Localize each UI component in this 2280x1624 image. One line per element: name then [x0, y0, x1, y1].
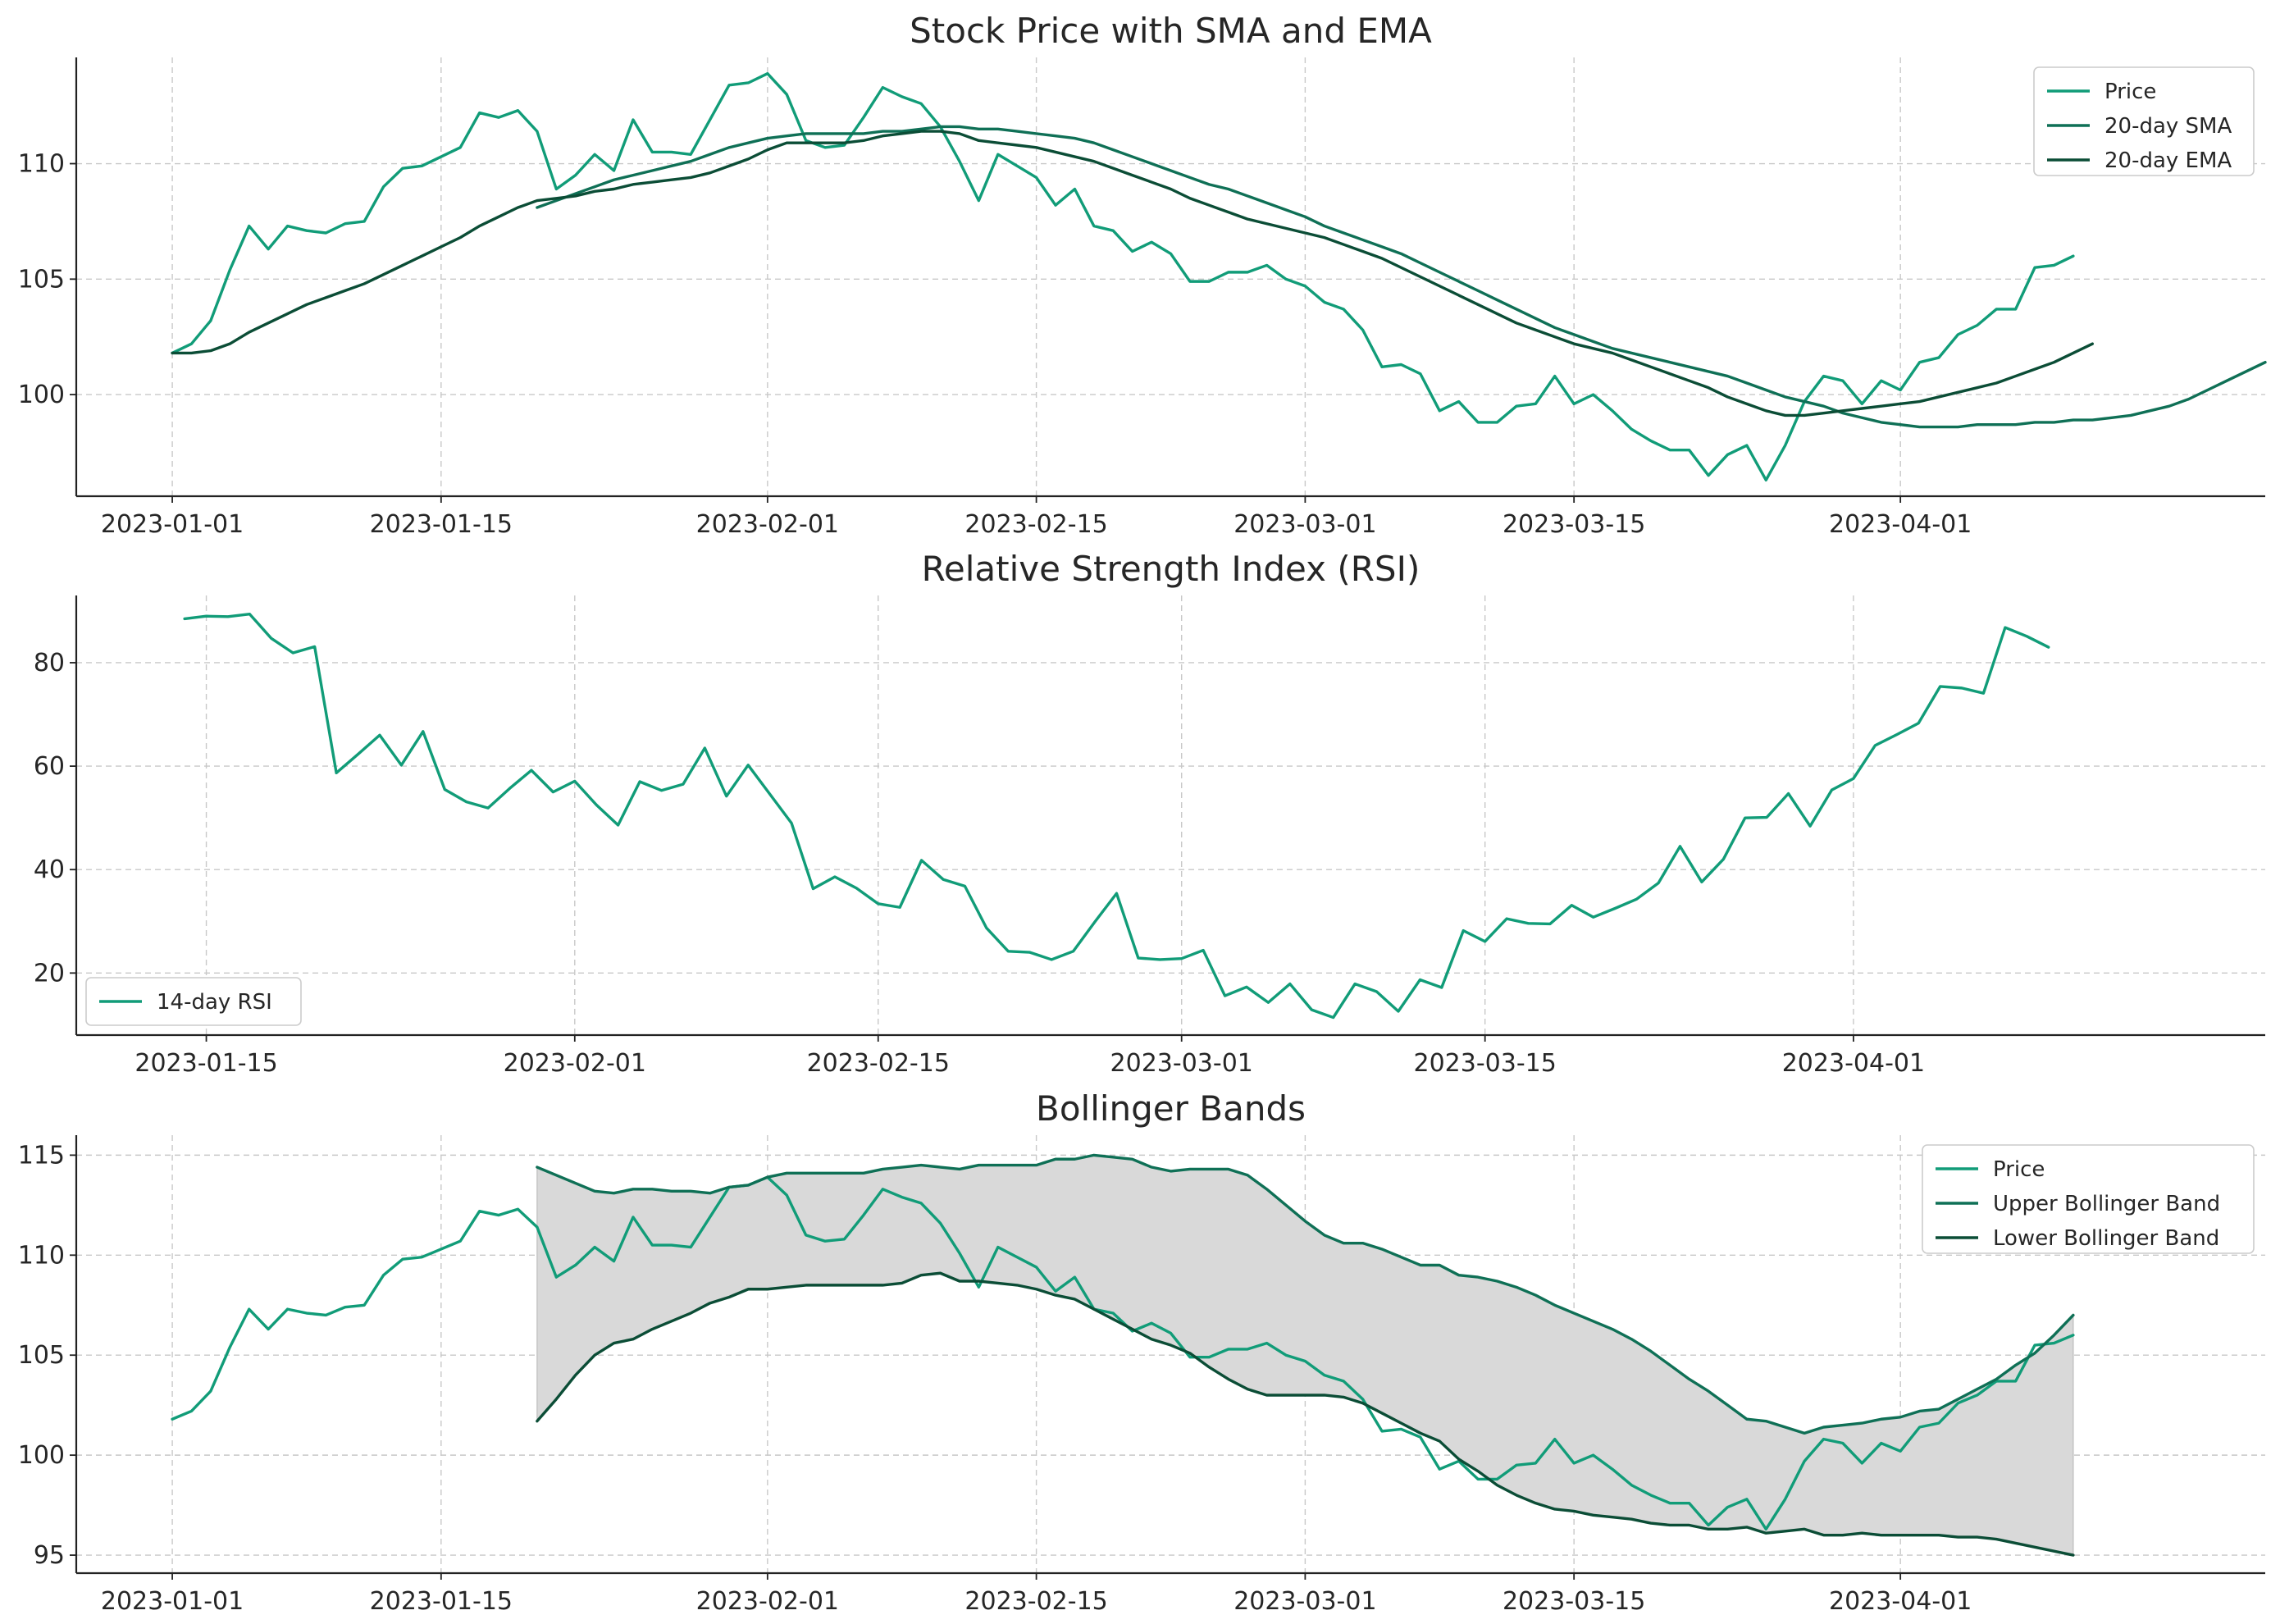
legend-label: Lower Bollinger Band [1993, 1226, 2219, 1251]
series-line-price [171, 1175, 2075, 1531]
chart-title: Stock Price with SMA and EMA [910, 11, 1432, 51]
y-tick-label: 40 [34, 855, 65, 884]
x-tick-label: 2023-03-15 [1503, 1587, 1645, 1616]
legend: Price 20-day SMA 20-day EMA [2033, 66, 2255, 176]
chart-title: Bollinger Bands [1036, 1088, 1306, 1129]
x-tick-label: 2023-02-01 [696, 1587, 839, 1616]
x-tick-label: 2023-02-15 [964, 1587, 1107, 1616]
rsi-chart: 2023-01-15 2023-02-01 2023-02-15 2023-03-01… [34, 549, 2265, 1078]
x-tick-label: 2023-03-01 [1110, 1049, 1253, 1078]
x-tick-label: 2023-03-01 [1233, 510, 1376, 539]
price-chart: 2023-01-01 2023-01-15 2023-02-01 2023-02-15… [18, 11, 2267, 539]
legend-label: Price [1993, 1157, 2045, 1182]
series-line-20-day-ema [171, 130, 2094, 417]
legend-box [2033, 66, 2255, 176]
x-tick-label: 2023-01-15 [370, 510, 513, 539]
series-line-20-day-sma [536, 125, 2267, 429]
legend-box [1922, 1144, 2255, 1254]
series-line-lower-bollinger-band [536, 1271, 2075, 1557]
legend-label: Upper Bollinger Band [1993, 1192, 2220, 1216]
x-tick-label: 2023-03-15 [1503, 510, 1645, 539]
x-tick-label: 2023-02-15 [807, 1049, 950, 1078]
legend: Price Upper Bollinger Band Lower Bollinger… [1922, 1144, 2255, 1254]
y-tick-label: 100 [18, 381, 65, 409]
y-tick-label: 110 [18, 1241, 65, 1270]
y-tick-label: 20 [34, 959, 65, 988]
x-tick-label: 2023-04-01 [1829, 1587, 1972, 1616]
x-tick-label: 2023-03-15 [1413, 1049, 1556, 1078]
legend-label: 20-day SMA [2104, 114, 2232, 139]
x-tick-label: 2023-01-15 [135, 1049, 277, 1078]
y-tick-label: 105 [18, 265, 65, 294]
bollinger-chart: 2023-01-01 2023-01-15 2023-02-01 2023-02-15… [18, 1088, 2265, 1616]
y-tick-label: 105 [18, 1341, 65, 1370]
legend: 14-day RSI [85, 977, 302, 1026]
series-line-14-day-rsi [183, 613, 2050, 1020]
legend-label: 14-day RSI [157, 990, 272, 1015]
y-tick-label: 60 [34, 752, 65, 781]
x-tick-label: 2023-02-01 [504, 1049, 646, 1078]
x-tick-label: 2023-01-15 [370, 1587, 513, 1616]
x-tick-label: 2023-04-01 [1829, 510, 1972, 539]
y-tick-label: 80 [34, 649, 65, 677]
y-tick-label: 115 [18, 1141, 65, 1170]
y-tick-label: 100 [18, 1441, 65, 1470]
legend-label: Price [2104, 80, 2156, 104]
legend-label: 20-day EMA [2104, 148, 2232, 173]
series-line-upper-bollinger-band [536, 1153, 2075, 1435]
x-tick-label: 2023-01-01 [101, 1587, 244, 1616]
x-tick-label: 2023-02-15 [964, 510, 1107, 539]
series-line-price [171, 72, 2075, 481]
x-tick-label: 2023-02-01 [696, 510, 839, 539]
x-tick-label: 2023-03-01 [1233, 1587, 1376, 1616]
y-tick-label: 110 [18, 150, 65, 179]
legend-box [85, 977, 302, 1026]
y-tick-label: 95 [34, 1541, 65, 1570]
chart-title: Relative Strength Index (RSI) [922, 549, 1420, 589]
x-tick-label: 2023-01-01 [101, 510, 244, 539]
x-tick-label: 2023-04-01 [1782, 1049, 1925, 1078]
